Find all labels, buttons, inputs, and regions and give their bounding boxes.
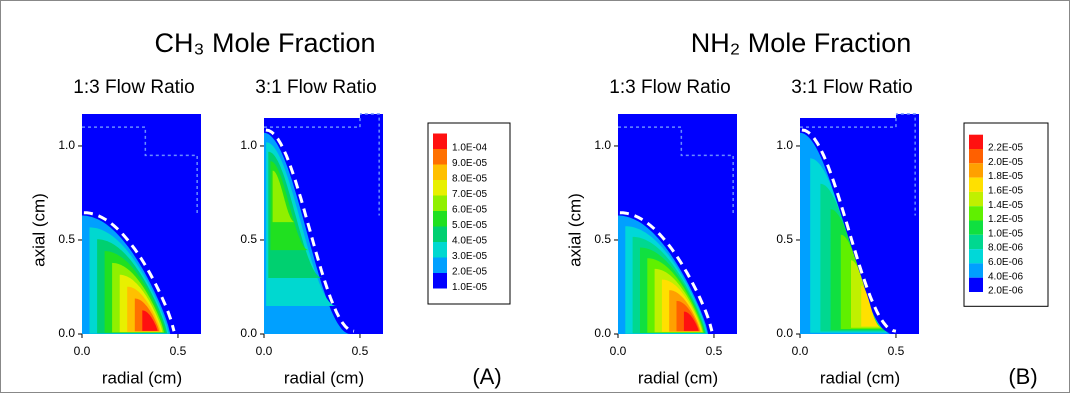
colorbar-label: 9.0E-05 [452, 158, 487, 169]
y-axis-label: axial (cm) [565, 193, 584, 267]
colorbar-swatch [433, 149, 447, 165]
contour-band [270, 161, 309, 251]
colorbar-label: 1.0E-05 [452, 282, 487, 293]
x-tick-label: 0.0 [256, 344, 273, 358]
flame-boundary [83, 211, 176, 332]
colorbar-label: 1.8E-05 [988, 171, 1023, 182]
colorbar-swatch [969, 263, 983, 278]
y-tick-label: 0.0 [776, 326, 793, 340]
nozzle-outline [264, 113, 380, 216]
panel-label: (B) [1008, 364, 1037, 389]
x-tick-label: 0.0 [792, 344, 809, 358]
x-axis-label: radial (cm) [820, 368, 900, 387]
contour-band [272, 170, 295, 223]
x-tick-label: 0.0 [610, 344, 627, 358]
colorbar-swatch [433, 273, 447, 289]
plot-subtitle: 1:3 Flow Ratio [73, 77, 194, 98]
colorbar-swatch [433, 211, 447, 227]
colorbar-swatch [969, 277, 983, 292]
colorbar-swatch [969, 163, 983, 178]
y-tick-label: 0.5 [776, 232, 793, 246]
figure-title: CH₃ Mole Fraction [154, 28, 375, 58]
colorbar-label: 1.2E-05 [988, 214, 1023, 225]
colorbar-label: 2.0E-06 [988, 286, 1023, 297]
colorbar-swatch [433, 257, 447, 273]
nozzle-outline [800, 113, 916, 216]
colorbar-swatch [969, 191, 983, 207]
y-axis-label: axial (cm) [29, 193, 48, 267]
colorbar-label: 2.0E-05 [452, 267, 487, 278]
nozzle-outline [82, 126, 198, 216]
top-strip [264, 112, 360, 118]
y-tick-label: 0.0 [240, 326, 257, 340]
y-tick-label: 1.0 [776, 138, 793, 152]
flame-boundary [265, 128, 355, 333]
colorbar-swatch [969, 177, 983, 192]
colorbar-swatch [433, 242, 447, 258]
x-axis-label: radial (cm) [284, 368, 364, 387]
colorbar-label: 6.0E-05 [452, 205, 487, 216]
plot-subtitle: 3:1 Flow Ratio [255, 77, 376, 98]
top-strip [800, 112, 896, 118]
colorbar-label: 1.0E-05 [988, 228, 1023, 239]
colorbar-swatch [433, 226, 447, 242]
x-tick-label: 0.0 [74, 344, 91, 358]
contour-band [683, 311, 699, 331]
colorbar-swatch [969, 249, 983, 264]
colorbar-label: 1.0E-04 [452, 143, 487, 154]
colorbar-label: 2.0E-05 [988, 157, 1023, 168]
x-axis-label: radial (cm) [102, 368, 182, 387]
plot-subtitle: 1:3 Flow Ratio [609, 77, 730, 98]
colorbar-label: 1.4E-05 [988, 200, 1023, 211]
x-tick-label: 0.5 [170, 344, 187, 358]
colorbar-swatch [969, 234, 983, 250]
contour-band [861, 285, 880, 327]
plot-subtitle: 3:1 Flow Ratio [791, 77, 912, 98]
y-tick-label: 0.5 [594, 232, 611, 246]
x-tick-label: 0.5 [352, 344, 369, 358]
colorbar-label: 3.0E-05 [452, 251, 487, 262]
y-tick-label: 0.0 [58, 326, 75, 340]
y-tick-label: 1.0 [58, 138, 75, 152]
colorbar-label: 7.0E-05 [452, 189, 487, 200]
contour-band [142, 310, 158, 331]
flame-boundary [801, 128, 897, 333]
colorbar-label: 6.0E-06 [988, 257, 1023, 268]
colorbar-swatch [433, 133, 447, 149]
colorbar-swatch [433, 195, 447, 211]
colorbar-swatch [433, 180, 447, 196]
colorbar-label: 2.2E-05 [988, 143, 1023, 154]
colorbar-swatch [969, 220, 983, 235]
x-axis-label: radial (cm) [638, 368, 718, 387]
y-tick-label: 0.5 [240, 232, 257, 246]
colorbar-swatch [433, 164, 447, 180]
colorbar-label: 1.6E-05 [988, 186, 1023, 197]
colorbar-swatch [969, 134, 983, 149]
colorbar-label: 4.0E-05 [452, 236, 487, 247]
colorbar-label: 4.0E-06 [988, 271, 1023, 282]
x-tick-label: 0.5 [706, 344, 723, 358]
y-tick-label: 1.0 [240, 138, 257, 152]
flame-boundary [619, 211, 714, 332]
colorbar-swatch [969, 206, 983, 221]
y-tick-label: 0.5 [58, 232, 75, 246]
y-tick-label: 0.0 [594, 326, 611, 340]
nozzle-outline [618, 126, 734, 216]
colorbar-swatch [969, 149, 983, 164]
colorbar-label: 8.0E-06 [988, 243, 1023, 254]
x-tick-label: 0.5 [888, 344, 905, 358]
y-tick-label: 1.0 [594, 138, 611, 152]
colorbar-label: 5.0E-05 [452, 220, 487, 231]
colorbar-label: 8.0E-05 [452, 174, 487, 185]
figure-title: NH₂ Mole Fraction [691, 28, 912, 58]
panel-label: (A) [472, 364, 501, 389]
